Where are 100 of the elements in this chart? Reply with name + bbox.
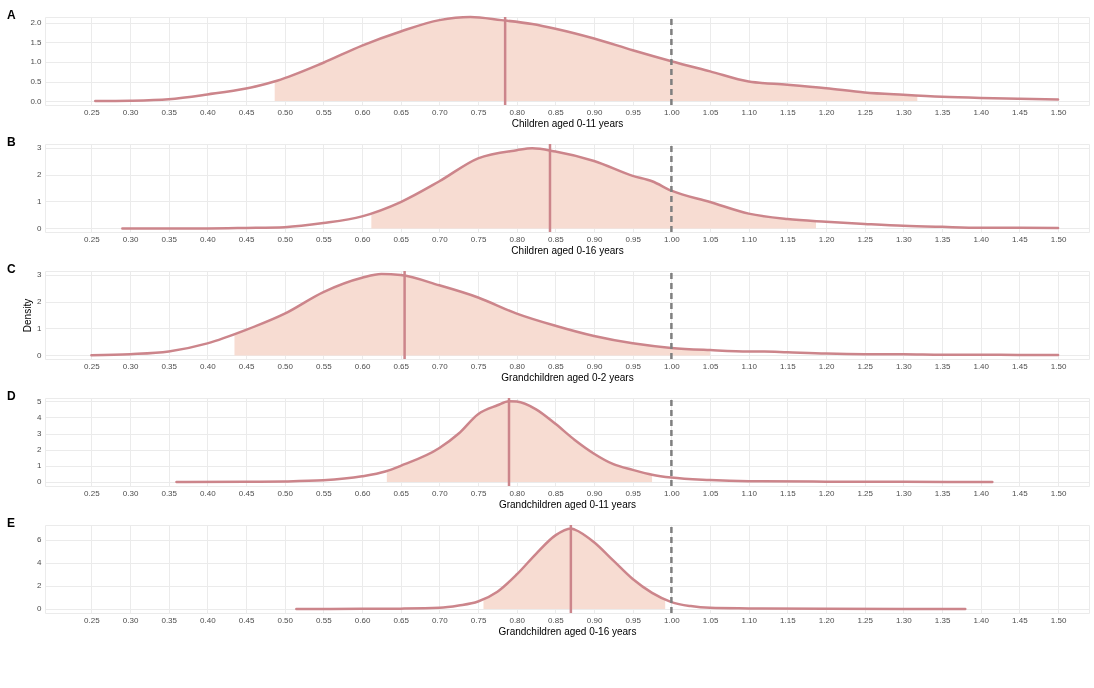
x-tick-label: 0.90: [586, 361, 603, 371]
x-tick-label: 0.85: [548, 234, 565, 244]
x-tick-label: 1.15: [780, 361, 797, 371]
x-tick-label: 1.00: [664, 234, 681, 244]
x-tick-label: 0.95: [625, 234, 642, 244]
x-tick-label: 0.40: [200, 234, 217, 244]
x-tick-label: 0.25: [84, 234, 101, 244]
x-tick-label: 1.20: [818, 234, 835, 244]
x-tick-label: 0.35: [161, 107, 178, 117]
x-tick-label: 0.75: [470, 615, 487, 625]
x-tick-label: 0.70: [432, 615, 449, 625]
y-tick-label: 4: [37, 412, 43, 422]
x-tick-label: 0.85: [548, 107, 565, 117]
x-tick-label: 0.45: [238, 361, 255, 371]
x-tick-label: 0.65: [393, 361, 410, 371]
x-tick-label: 1.05: [702, 488, 719, 498]
x-axis-title: Children aged 0-16 years: [511, 244, 624, 256]
x-tick-label: 1.40: [973, 488, 990, 498]
x-tick-label: 1.45: [1012, 488, 1029, 498]
x-tick-label: 1.45: [1012, 107, 1029, 117]
x-tick-label: 0.90: [586, 615, 603, 625]
x-tick-label: 1.35: [934, 488, 951, 498]
y-tick-label: 1: [37, 324, 43, 333]
x-tick-label: 0.80: [509, 234, 526, 244]
x-tick-label: 0.55: [316, 488, 333, 498]
x-tick-label: 0.80: [509, 615, 526, 625]
x-tick-label: 0.75: [470, 234, 487, 244]
x-tick-label: 0.50: [277, 107, 294, 117]
x-tick-label: 0.90: [586, 488, 603, 498]
x-tick-label: 0.45: [238, 488, 255, 498]
x-tick-label: 1.10: [741, 361, 758, 371]
x-tick-label: 1.30: [896, 488, 913, 498]
x-tick-label: 1.45: [1012, 234, 1029, 244]
x-tick-label: 0.55: [316, 361, 333, 371]
x-tick-label: 0.25: [84, 488, 101, 498]
x-tick-label: 0.30: [122, 361, 139, 371]
x-tick-label: 1.15: [780, 234, 797, 244]
x-tick-label: 1.15: [780, 615, 797, 625]
x-tick-label: 1.40: [973, 615, 990, 625]
x-tick-label: 1.25: [857, 488, 874, 498]
x-tick-label: 1.05: [702, 107, 719, 117]
x-tick-label: 1.50: [1050, 488, 1067, 498]
x-tick-label: 0.80: [509, 488, 526, 498]
x-tick-label: 0.65: [393, 107, 410, 117]
x-tick-label: 0.30: [122, 234, 139, 244]
x-tick-label: 0.85: [548, 488, 565, 498]
x-tick-label: 0.95: [625, 488, 642, 498]
x-tick-label: 0.55: [316, 107, 333, 117]
x-tick-label: 1.00: [664, 107, 681, 117]
x-tick-label: 0.70: [432, 234, 449, 244]
x-tick-label: 0.25: [84, 361, 101, 371]
x-tick-label: 0.25: [84, 615, 101, 625]
x-tick-label: 0.85: [548, 361, 565, 371]
x-tick-label: 1.20: [818, 615, 835, 625]
x-tick-label: 1.00: [664, 615, 681, 625]
x-tick-label: 1.15: [780, 107, 797, 117]
x-tick-label: 0.70: [432, 361, 449, 371]
y-tick-label: 2: [37, 581, 43, 591]
x-tick-label: 0.85: [548, 615, 565, 625]
x-tick-label: 0.50: [277, 361, 294, 371]
x-tick-label: 1.25: [857, 615, 874, 625]
x-tick-label: 1.35: [934, 107, 951, 117]
x-tick-label: 0.65: [393, 488, 410, 498]
x-tick-label: 0.75: [470, 107, 487, 117]
x-tick-label: 0.75: [470, 361, 487, 371]
x-tick-label: 0.95: [625, 361, 642, 371]
x-tick-label: 0.35: [161, 615, 178, 625]
y-tick-label: 0.5: [30, 77, 43, 87]
x-tick-label: 1.25: [857, 234, 874, 244]
x-tick-label: 0.50: [277, 488, 294, 498]
x-tick-label: 0.25: [84, 107, 101, 117]
y-tick-label: 3: [37, 143, 43, 153]
x-tick-label: 1.45: [1012, 615, 1029, 625]
x-tick-label: 0.70: [432, 107, 449, 117]
x-tick-label: 0.95: [625, 615, 642, 625]
y-tick-label: 1: [37, 461, 43, 471]
y-tick-label: 0: [37, 477, 43, 487]
x-tick-label: 0.90: [586, 234, 603, 244]
y-tick-label: 6: [37, 535, 43, 545]
x-tick-label: 0.30: [122, 488, 139, 498]
chart-title: B: [7, 134, 16, 149]
x-tick-label: 1.35: [934, 361, 951, 371]
x-tick-label: 0.95: [625, 107, 642, 117]
x-tick-label: 1.40: [973, 234, 990, 244]
y-tick-label: 2.0: [30, 18, 43, 28]
x-tick-label: 1.20: [818, 361, 835, 371]
x-tick-label: 1.35: [934, 234, 951, 244]
x-tick-label: 1.35: [934, 615, 951, 625]
y-tick-label: 3: [37, 429, 43, 439]
x-tick-label: 0.60: [354, 234, 371, 244]
x-tick-label: 1.30: [896, 361, 913, 371]
y-tick-label: 0.0: [30, 96, 43, 106]
x-tick-label: 1.20: [818, 488, 835, 498]
x-tick-label: 1.30: [896, 615, 913, 625]
x-tick-label: 1.50: [1050, 107, 1067, 117]
x-tick-label: 1.15: [780, 488, 797, 498]
x-tick-label: 0.75: [470, 488, 487, 498]
y-tick-label: 3: [37, 270, 43, 280]
x-tick-label: 1.00: [664, 361, 681, 371]
x-axis-title: Grandchildren aged 0-16 years: [498, 625, 637, 637]
